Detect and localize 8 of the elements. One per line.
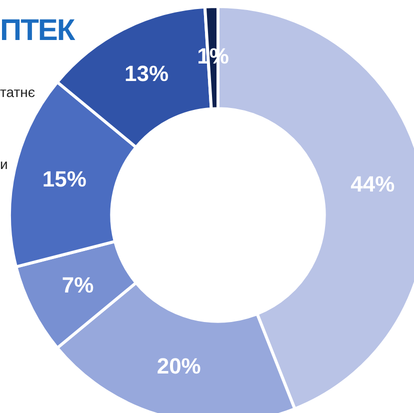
data-label: 13%	[124, 60, 169, 86]
data-label: 20%	[156, 354, 201, 379]
data-label: 15%	[42, 166, 86, 192]
text: и	[0, 156, 8, 172]
text: татнє	[0, 84, 36, 100]
data-label: 7%	[62, 272, 94, 298]
data-label: 44%	[350, 172, 395, 197]
chart-title: ПТЕК	[0, 14, 74, 48]
